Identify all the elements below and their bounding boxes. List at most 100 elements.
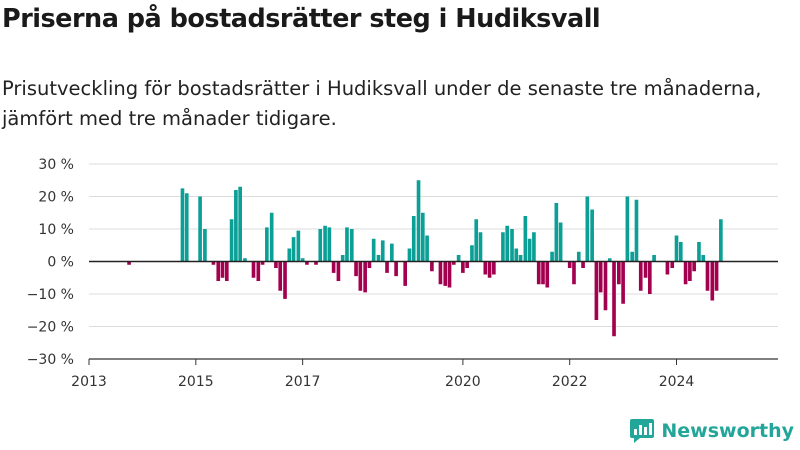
bar <box>340 255 345 262</box>
bar <box>461 261 465 273</box>
bar <box>456 255 461 262</box>
bar <box>483 261 488 275</box>
bar <box>541 261 545 285</box>
bar <box>617 261 621 285</box>
bar <box>198 196 202 262</box>
bar <box>643 261 648 278</box>
brand-name: Newsworthy <box>661 420 794 442</box>
chart-title: Priserna på bostadsrätter steg i Hudiksv… <box>2 4 601 34</box>
bar <box>567 261 572 268</box>
bar <box>688 261 692 281</box>
bar <box>394 261 398 277</box>
bar <box>203 229 207 262</box>
bar <box>692 261 696 272</box>
y-tick-label: 20 % <box>38 190 74 206</box>
bar <box>291 237 296 262</box>
bar <box>705 261 710 291</box>
bar <box>474 219 479 262</box>
bar <box>585 196 590 262</box>
bar <box>501 232 505 262</box>
bar <box>327 227 332 262</box>
bar <box>545 261 550 288</box>
bar <box>438 261 443 285</box>
bar <box>305 261 309 265</box>
bar <box>358 261 363 291</box>
bar <box>416 180 421 262</box>
bar <box>256 261 261 281</box>
bar <box>411 216 416 262</box>
bar <box>323 225 327 262</box>
bar <box>492 261 496 275</box>
bar <box>287 248 292 262</box>
bar <box>447 261 452 288</box>
bar <box>403 261 408 286</box>
bar <box>510 229 514 262</box>
chart-subtitle: Prisutveckling för bostadsrätter i Hudik… <box>2 77 762 130</box>
last-value-label: 13 % <box>711 0 749 4</box>
y-tick-label: −20 % <box>27 320 74 336</box>
bar <box>269 212 274 262</box>
x-tick-label: 2017 <box>285 374 321 390</box>
bar <box>251 261 256 278</box>
x-tick-label: 2015 <box>178 374 214 390</box>
bar <box>670 261 675 268</box>
x-tick-label: 2020 <box>445 374 481 390</box>
bar <box>607 258 612 262</box>
bar <box>354 261 358 277</box>
bar <box>594 261 599 320</box>
bar <box>425 235 429 262</box>
bar <box>234 190 238 262</box>
bar <box>238 186 242 262</box>
bar <box>505 225 510 262</box>
bar <box>536 261 541 285</box>
x-tick-label: 2013 <box>71 374 107 390</box>
bar <box>714 261 719 291</box>
bar <box>647 261 652 294</box>
bar <box>674 235 679 262</box>
y-tick-label: −10 % <box>27 287 74 303</box>
bar <box>470 245 474 262</box>
bar <box>710 261 715 301</box>
y-tick-label: 0 % <box>47 255 74 271</box>
bar <box>598 261 603 293</box>
bar <box>634 199 639 262</box>
bar <box>300 258 305 262</box>
labels: −30 % −20 % −10 % 0 % 10 % 20 % 30 % 2013 2015 20… <box>27 0 749 390</box>
bar <box>345 227 349 262</box>
bar <box>550 251 554 262</box>
bar <box>697 242 701 262</box>
bar <box>278 261 283 291</box>
bar <box>465 261 469 268</box>
bar <box>243 258 247 262</box>
bar <box>216 261 221 281</box>
bar <box>260 261 265 265</box>
x-tick-label: 2022 <box>552 374 588 390</box>
bar <box>719 219 723 262</box>
bar <box>430 261 434 272</box>
bar <box>274 261 278 268</box>
bar <box>376 255 381 262</box>
bar <box>318 229 323 262</box>
bar <box>581 261 585 268</box>
bar <box>576 251 581 262</box>
bar <box>224 261 229 281</box>
brand: Newsworthy <box>629 418 794 444</box>
bar <box>367 261 372 268</box>
bar <box>478 232 483 262</box>
bar <box>380 240 385 262</box>
bar <box>638 261 643 291</box>
bar <box>701 255 706 262</box>
bar <box>527 238 532 262</box>
bar <box>184 193 189 262</box>
bar <box>127 261 131 265</box>
bar <box>390 243 394 262</box>
bar <box>443 261 448 286</box>
bar <box>625 196 630 262</box>
bar <box>612 261 616 337</box>
bar <box>180 188 185 262</box>
bar <box>590 209 594 262</box>
axes <box>88 260 778 365</box>
bar <box>451 261 456 265</box>
bar <box>229 219 234 262</box>
bar <box>652 255 656 262</box>
